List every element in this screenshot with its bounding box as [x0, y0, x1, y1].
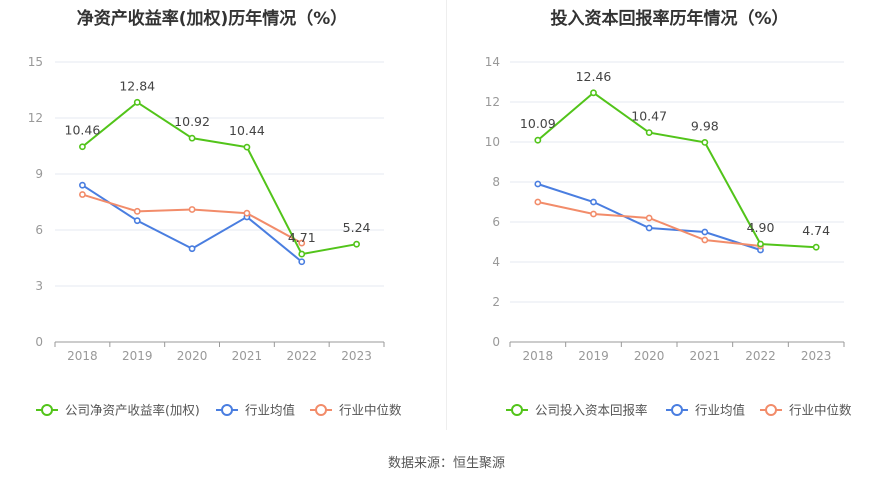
y-tick-label: 3 — [35, 279, 43, 293]
data-label: 10.92 — [174, 114, 210, 129]
data-point — [534, 136, 542, 144]
series-line — [537, 91, 817, 249]
data-label: 10.46 — [65, 123, 101, 138]
chart-title-roe: 净资产收益率(加权)历年情况（%） — [76, 9, 348, 29]
y-tick-label: 9 — [35, 167, 43, 181]
legend-marker — [221, 404, 233, 416]
x-tick-label: 2020 — [634, 349, 665, 363]
legend-label: 公司净资产收益率(加权) — [65, 403, 200, 418]
legend-label: 公司投入资本回报率 — [535, 403, 648, 418]
y-tick-label: 6 — [492, 215, 500, 229]
data-point — [188, 206, 196, 213]
data-point — [812, 243, 820, 251]
data-label: 10.44 — [229, 123, 265, 138]
legend-marker — [315, 404, 327, 416]
data-label: 10.09 — [520, 116, 556, 131]
data-point — [79, 191, 86, 198]
data-point — [133, 217, 141, 225]
data-label: 4.71 — [288, 230, 316, 245]
legend-marker — [765, 404, 777, 416]
data-point — [590, 89, 597, 97]
x-tick-label: 2021 — [232, 349, 263, 363]
chart-title-roic: 投入资本回报率历年情况（%） — [550, 9, 789, 29]
legend-label: 行业均值 — [695, 403, 745, 418]
data-point — [298, 239, 306, 247]
data-point — [534, 198, 542, 206]
legend-marker — [671, 404, 683, 416]
panel-divider — [446, 0, 447, 430]
data-point — [188, 245, 196, 253]
data-point — [590, 198, 597, 206]
data-point — [188, 134, 196, 142]
data-point — [757, 240, 764, 248]
data-point — [243, 143, 251, 151]
y-tick-label: 8 — [492, 175, 500, 189]
y-tick-label: 12 — [28, 111, 43, 125]
legend-label: 行业中位数 — [789, 403, 852, 418]
data-point — [645, 224, 653, 232]
y-tick-label: 6 — [35, 223, 43, 237]
x-tick-label: 2019 — [578, 349, 609, 363]
y-tick-label: 15 — [28, 55, 43, 69]
data-point — [133, 98, 141, 106]
x-tick-label: 2022 — [745, 349, 776, 363]
data-label: 12.46 — [576, 69, 612, 84]
data-label: 12.84 — [119, 78, 155, 93]
x-tick-label: 2023 — [341, 349, 372, 363]
data-point — [353, 240, 360, 248]
y-tick-label: 4 — [492, 255, 500, 269]
y-tick-label: 0 — [492, 335, 500, 349]
data-point — [645, 129, 653, 136]
x-tick-label: 2018 — [523, 349, 554, 363]
x-tick-label: 2018 — [67, 349, 98, 363]
data-point — [701, 228, 709, 236]
legend-marker — [41, 404, 53, 416]
data-label: 4.90 — [747, 220, 775, 235]
data-point — [701, 138, 709, 146]
data-point — [701, 236, 709, 244]
data-point — [243, 209, 251, 217]
data-point — [590, 210, 597, 218]
y-tick-label: 14 — [485, 55, 500, 69]
data-source-note: 数据来源：恒生聚源 — [387, 456, 505, 471]
y-tick-label: 2 — [492, 295, 500, 309]
data-point — [298, 250, 306, 258]
legend-label: 行业中位数 — [339, 403, 402, 418]
data-label: 10.47 — [631, 109, 667, 124]
x-tick-label: 2022 — [286, 349, 317, 363]
x-tick-label: 2021 — [690, 349, 721, 363]
x-tick-label: 2019 — [122, 349, 153, 363]
data-point — [133, 207, 141, 215]
series-line — [81, 101, 357, 256]
data-point — [645, 214, 653, 222]
y-tick-label: 12 — [485, 95, 500, 109]
y-tick-label: 0 — [35, 335, 43, 349]
x-tick-label: 2020 — [177, 349, 208, 363]
legend-label: 行业均值 — [245, 403, 295, 418]
data-label: 9.98 — [691, 118, 719, 133]
data-point — [79, 181, 86, 189]
data-label: 4.74 — [802, 223, 830, 238]
y-tick-label: 10 — [485, 135, 500, 149]
x-tick-label: 2023 — [801, 349, 832, 363]
data-point — [534, 180, 542, 188]
legend-marker — [511, 404, 523, 416]
data-point — [298, 258, 306, 266]
data-label: 5.24 — [343, 220, 371, 235]
data-point — [79, 143, 86, 151]
